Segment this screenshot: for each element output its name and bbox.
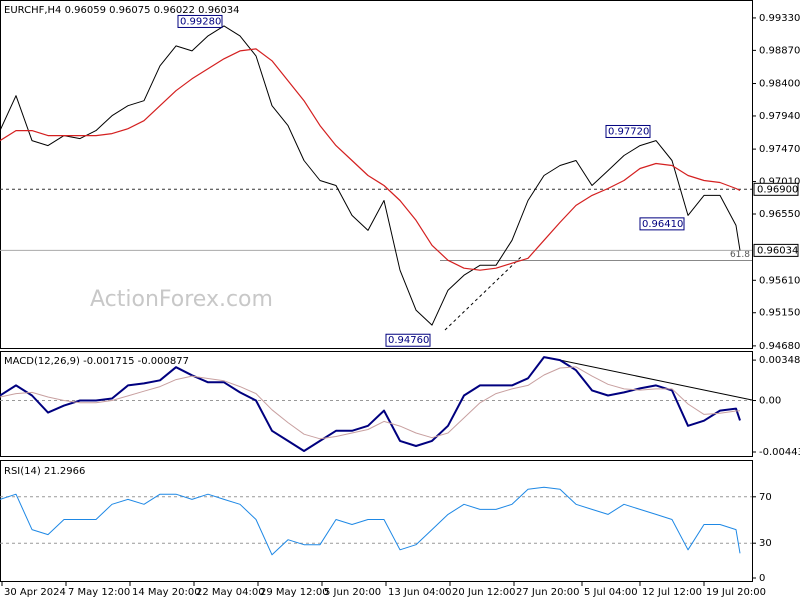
y-tick-label: 30 bbox=[759, 538, 772, 549]
x-tick-label: 12 Jul 12:00 bbox=[642, 587, 702, 598]
y-tick-label: 0.00 bbox=[759, 396, 781, 407]
x-tick-label: 7 May 12:00 bbox=[68, 587, 130, 598]
macd-pane-frame bbox=[0, 351, 753, 457]
x-tick-label: 27 Jun 20:00 bbox=[516, 587, 580, 598]
price-annotation: 0.94760 bbox=[388, 335, 429, 346]
x-tick-label: 5 Jun 20:00 bbox=[324, 587, 381, 598]
price-level-box bbox=[753, 243, 799, 257]
pane-title: EURCHF,H4 0.96059 0.96075 0.96022 0.9603… bbox=[4, 5, 240, 16]
price-level-label: 0.96034 bbox=[757, 245, 798, 256]
series-line bbox=[0, 486, 741, 556]
x-tick-label: 29 May 12:00 bbox=[260, 587, 329, 598]
x-tick-label: 13 Jun 04:00 bbox=[388, 587, 452, 598]
x-tick-label: 19 Jul 20:00 bbox=[706, 587, 766, 598]
series-line bbox=[0, 366, 741, 440]
y-tick-label: 0 bbox=[759, 573, 765, 584]
x-tick-label: 22 May 04:00 bbox=[196, 587, 265, 598]
x-tick-label: 5 Jul 04:00 bbox=[584, 587, 638, 598]
price-annotation-box bbox=[639, 217, 685, 231]
y-tick-label: 0.94680 bbox=[759, 341, 800, 352]
rsi-pane-frame bbox=[0, 460, 753, 582]
series-line bbox=[0, 48, 741, 271]
price-annotation: 0.96410 bbox=[642, 219, 683, 230]
watermark: ActionForex.com bbox=[90, 287, 273, 312]
price-level-label: 0.96900 bbox=[757, 184, 798, 195]
price-annotation-box bbox=[385, 333, 431, 347]
y-tick-label: 0.003481 bbox=[759, 355, 800, 366]
y-tick-label: 0.98400 bbox=[759, 79, 800, 90]
y-tick-label: 0.97010 bbox=[759, 177, 800, 188]
x-tick-label: 30 Apr 2024 bbox=[4, 587, 66, 598]
y-tick-label: 0.97470 bbox=[759, 144, 800, 155]
series-line bbox=[0, 25, 741, 326]
x-tick-label: 14 May 20:00 bbox=[132, 587, 201, 598]
price-annotation-box bbox=[605, 124, 651, 138]
macd-trend-line bbox=[544, 356, 753, 401]
y-tick-label: 0.95610 bbox=[759, 275, 800, 286]
pane-title: MACD(12,26,9) -0.001715 -0.000877 bbox=[4, 356, 189, 367]
fib-level-label: 61.8 bbox=[730, 250, 750, 260]
price-annotation: 0.97720 bbox=[608, 126, 649, 137]
price-annotation: 0.99280 bbox=[180, 16, 221, 27]
y-tick-label: 0.98870 bbox=[759, 45, 800, 56]
price-level-box bbox=[753, 182, 799, 196]
price-pane-frame bbox=[0, 0, 753, 349]
series-line bbox=[0, 356, 741, 452]
x-tick-label: 20 Jun 12:00 bbox=[452, 587, 516, 598]
price-annotation-box bbox=[177, 14, 223, 28]
y-tick-label: 0.99330 bbox=[759, 13, 800, 24]
y-tick-label: -0.004436 bbox=[759, 447, 800, 458]
y-tick-label: 0.97940 bbox=[759, 111, 800, 122]
y-tick-label: 70 bbox=[759, 492, 772, 503]
pane-title: RSI(14) 21.2966 bbox=[4, 466, 85, 477]
y-tick-label: 0.95150 bbox=[759, 308, 800, 319]
y-tick-label: 0.96550 bbox=[759, 209, 800, 220]
